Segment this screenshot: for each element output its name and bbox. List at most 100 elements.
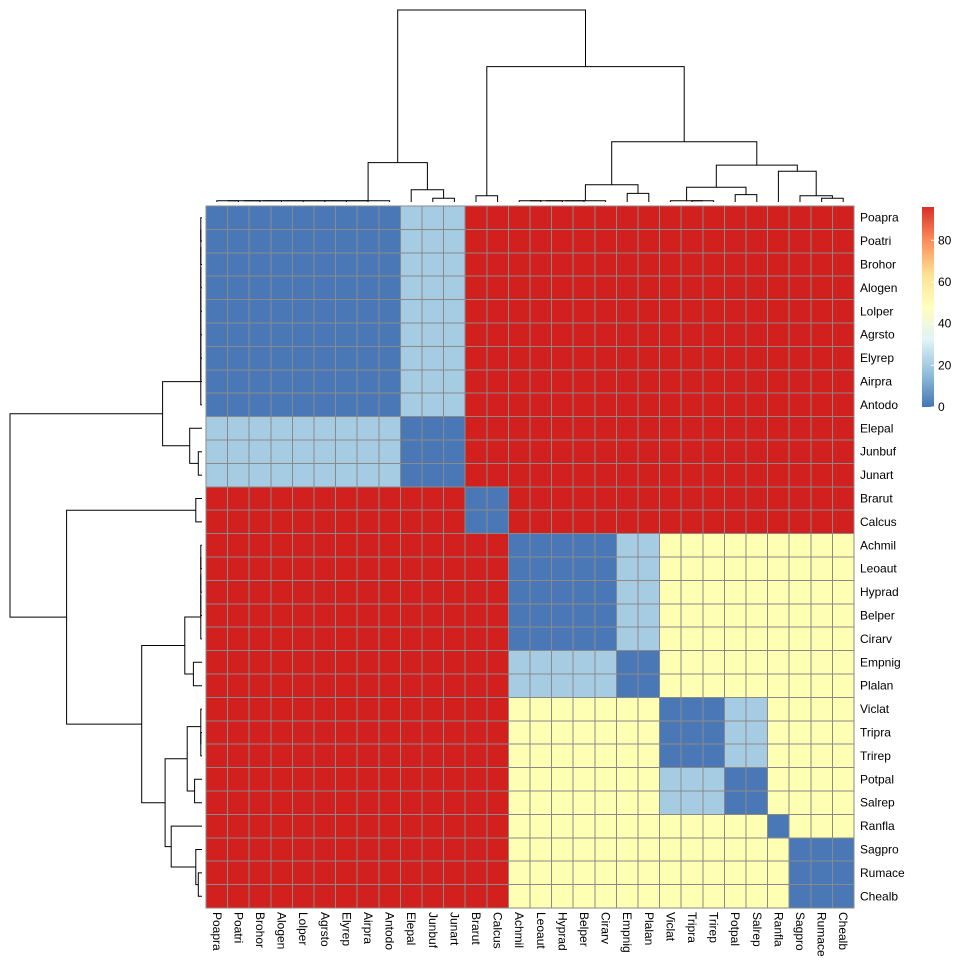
heatmap-cell-cirarv-potpal	[723, 626, 747, 652]
heatmap-cell-antodo-viclat	[659, 392, 682, 418]
heatmap-cell-alogen-salrep	[745, 275, 769, 301]
heatmap-cell-salrep-brohor	[248, 790, 272, 815]
heatmap-cell-alogen-alogen	[270, 275, 293, 301]
heatmap-cell-rumace-rumace	[810, 860, 833, 886]
heatmap-cell-sagpro-brohor	[248, 837, 272, 862]
heatmap-cell-elepal-brohor	[248, 416, 272, 441]
heatmap-cell-elyrep-trirep	[702, 345, 725, 371]
heatmap-cell-trirep-rumace	[810, 743, 833, 769]
heatmap-cell-brarut-plalan	[637, 486, 661, 511]
heatmap-cell-belper-junart	[443, 603, 466, 628]
heatmap-cell-lolper-potpal	[723, 299, 747, 324]
heatmap-cell-viclat-antodo	[378, 696, 401, 722]
top-dendrogram-link-11	[475, 195, 499, 202]
heatmap-cell-hyprad-airpra	[356, 579, 380, 605]
top-dendrogram-link-26	[611, 141, 758, 185]
heatmap-cell-poapra-plalan	[637, 205, 661, 230]
heatmap-cell-elepal-belper	[572, 416, 596, 441]
heatmap-cell-ranfla-leoaut	[529, 813, 553, 839]
heatmap-cell-poatri-elepal	[399, 228, 423, 254]
heatmap-cell-tripra-viclat	[659, 720, 682, 745]
heatmap-cell-tripra-sagpro	[788, 720, 812, 745]
heatmap-cell-potpal-poapra	[205, 767, 229, 792]
heatmap-cell-junbuf-viclat	[659, 439, 682, 464]
heatmap-cell-brohor-hyprad	[551, 252, 574, 277]
heatmap-cell-airpra-hyprad	[551, 369, 574, 394]
heatmap-cell-alogen-viclat	[659, 275, 682, 301]
row-label-achmil: Achmil	[860, 538, 896, 552]
heatmap-cell-leoaut-poatri	[227, 556, 250, 581]
heatmap-cell-airpra-alogen	[270, 369, 293, 394]
heatmap-cell-potpal-trirep	[702, 767, 725, 792]
heatmap-cell-chealb-belper	[572, 884, 596, 909]
heatmap-cell-leoaut-achmil	[507, 556, 531, 581]
heatmap-cell-viclat-brohor	[248, 696, 272, 722]
heatmap-cell-potpal-empnig	[615, 767, 639, 792]
heatmap-cell-belper-plalan	[637, 603, 661, 628]
heatmap-cell-antodo-brohor	[248, 392, 272, 418]
heatmap-cell-antodo-lolper	[291, 392, 315, 418]
heatmap-cell-airpra-tripra	[680, 369, 704, 394]
heatmap-cell-sagpro-potpal	[723, 837, 747, 862]
heatmap-cell-plalan-leoaut	[529, 673, 553, 698]
heatmap-cell-tripra-trirep	[702, 720, 725, 745]
heatmap-cell-trirep-elyrep	[335, 743, 358, 769]
heatmap-cell-elyrep-sagpro	[788, 345, 812, 371]
heatmap-cell-hyprad-elyrep	[335, 579, 358, 605]
heatmap-cell-tripra-ranfla	[767, 720, 790, 745]
heatmap-cell-cirarv-viclat	[659, 626, 682, 652]
heatmap-cell-poapra-sagpro	[788, 205, 812, 230]
heatmap-cell-elepal-plalan	[637, 416, 661, 441]
heatmap-cell-rumace-elepal	[399, 860, 423, 886]
heatmap-cell-antodo-junart	[443, 392, 466, 418]
heatmap-cell-antodo-achmil	[507, 392, 531, 418]
heatmap-cell-airpra-viclat	[659, 369, 682, 394]
col-label-sagpro: Sagpro	[793, 912, 807, 951]
col-label-elepal: Elepal	[404, 912, 418, 945]
heatmap-cell-belper-potpal	[723, 603, 747, 628]
heatmap-cell-brohor-achmil	[507, 252, 531, 277]
row-label-salrep: Salrep	[860, 796, 895, 810]
heatmap-cell-potpal-poatri	[227, 767, 250, 792]
heatmap-cell-junbuf-potpal	[723, 439, 747, 464]
heatmap-cell-poatri-alogen	[270, 228, 293, 254]
heatmap-cell-poapra-tripra	[680, 205, 704, 230]
heatmap-cell-empnig-junart	[443, 650, 466, 675]
heatmap-cell-leoaut-viclat	[659, 556, 682, 581]
heatmap-cell-calcus-viclat	[659, 509, 682, 535]
heatmap-cell-lolper-belper	[572, 299, 596, 324]
heatmap-cell-sagpro-empnig	[615, 837, 639, 862]
heatmap-cell-leoaut-salrep	[745, 556, 769, 581]
left-dendrogram-link-27	[66, 509, 196, 725]
heatmap-cell-cirarv-ranfla	[767, 626, 790, 652]
heatmap-cell-trirep-hyprad	[551, 743, 574, 769]
heatmap-cell-salrep-chealb	[831, 790, 855, 815]
heatmap-cell-junbuf-sagpro	[788, 439, 812, 464]
heatmap-cell-alogen-calcus	[486, 275, 509, 301]
heatmap-cell-poapra-alogen	[270, 205, 293, 230]
heatmap-cell-plalan-plalan	[637, 673, 661, 698]
heatmap-cell-hyprad-empnig	[615, 579, 639, 605]
heatmap-cell-brarut-junbuf	[421, 486, 445, 511]
heatmap-cell-trirep-salrep	[745, 743, 769, 769]
heatmap-cell-empnig-alogen	[270, 650, 293, 675]
heatmap-cell-chealb-poapra	[205, 884, 229, 909]
heatmap-cell-leoaut-airpra	[356, 556, 380, 581]
heatmap-cell-sagpro-antodo	[378, 837, 401, 862]
heatmap-cell-trirep-empnig	[615, 743, 639, 769]
heatmap-cell-sagpro-brarut	[464, 837, 488, 862]
heatmap-cell-brohor-rumace	[810, 252, 833, 277]
heatmap-cell-lolper-alogen	[270, 299, 293, 324]
heatmap-cell-lolper-leoaut	[529, 299, 553, 324]
heatmap-cell-trirep-leoaut	[529, 743, 553, 769]
heatmap-cell-chealb-empnig	[615, 884, 639, 909]
heatmap-cell-tripra-empnig	[615, 720, 639, 745]
heatmap-cell-plalan-tripra	[680, 673, 704, 698]
heatmap-cell-poatri-chealb	[831, 228, 855, 254]
heatmap-cell-brohor-airpra	[356, 252, 380, 277]
heatmap-cell-elyrep-lolper	[291, 345, 315, 371]
heatmap-cell-chealb-trirep	[702, 884, 725, 909]
heatmap-cell-elyrep-salrep	[745, 345, 769, 371]
heatmap-cell-salrep-plalan	[637, 790, 661, 815]
heatmap-cell-plalan-hyprad	[551, 673, 574, 698]
